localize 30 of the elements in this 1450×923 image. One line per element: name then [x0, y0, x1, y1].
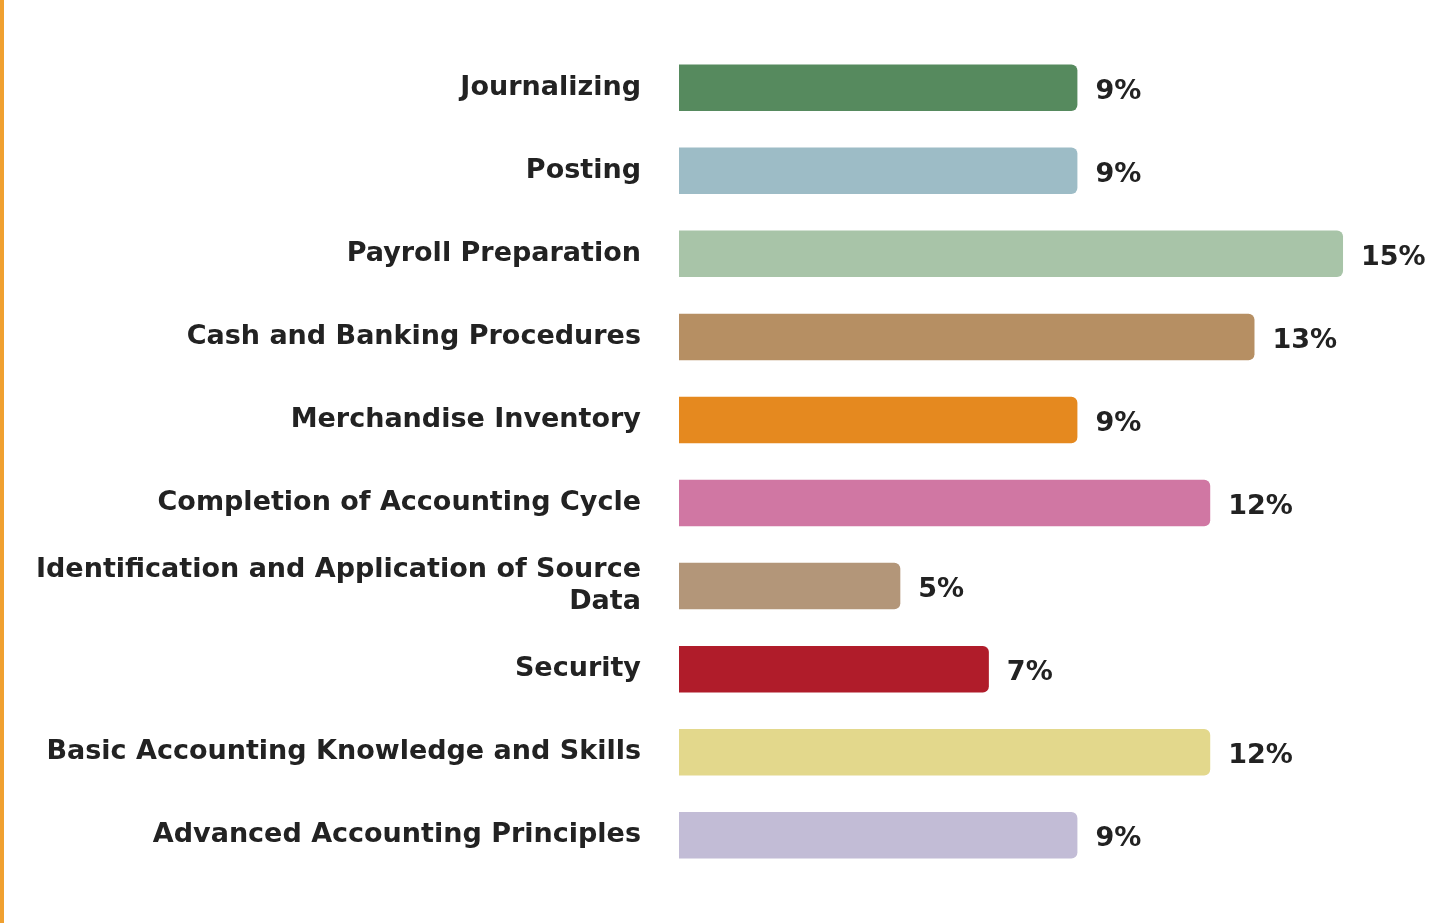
- data-label: 9%: [1095, 156, 1142, 188]
- data-label: 9%: [1095, 73, 1142, 105]
- y-tick-label: Basic Accounting Knowledge and Skills: [46, 734, 641, 766]
- bar: [678, 812, 1078, 859]
- y-tick-label: Merchandise Inventory: [290, 401, 642, 433]
- y-tick-label: Payroll Preparation: [346, 235, 641, 267]
- data-label: 9%: [1095, 821, 1142, 853]
- y-tick-label: Advanced Accounting Principles: [152, 817, 641, 849]
- data-label: 7%: [1006, 655, 1053, 687]
- data-label: 15%: [1361, 239, 1426, 271]
- y-tick-label: Security: [514, 651, 642, 683]
- y-tick-label: Identification and Application of Source Data: [36, 551, 641, 616]
- data-label: 12%: [1228, 738, 1293, 770]
- bar: [678, 147, 1078, 195]
- data-label: 5%: [918, 572, 965, 604]
- data-label: 9%: [1095, 405, 1142, 437]
- bar: [678, 313, 1255, 361]
- bar: [678, 64, 1078, 111]
- data-label: 12%: [1228, 489, 1293, 521]
- bar: [678, 645, 989, 693]
- bar: [678, 396, 1078, 444]
- y-tick-label: Cash and Banking Procedures: [186, 318, 641, 350]
- data-label: 13%: [1272, 322, 1338, 354]
- bar: [678, 479, 1211, 527]
- y-tick-label: Posting: [525, 152, 641, 184]
- y-tick-label: Journalizing: [458, 69, 641, 101]
- bar: [678, 230, 1344, 278]
- bar: [678, 728, 1211, 776]
- bar: [678, 562, 901, 610]
- y-tick-label: Completion of Accounting Cycle: [157, 485, 641, 517]
